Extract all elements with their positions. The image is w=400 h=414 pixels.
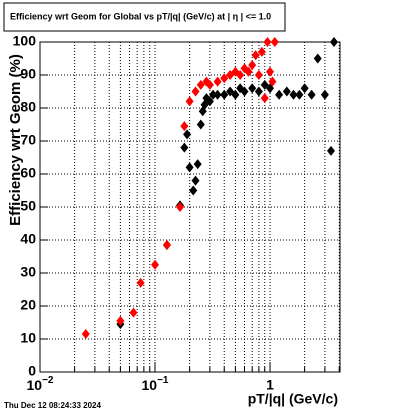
y-tick-label: 20 <box>20 297 36 313</box>
data-point <box>209 89 218 100</box>
y-tick-label: 50 <box>20 198 36 214</box>
data-point <box>136 277 145 288</box>
data-point <box>240 86 249 97</box>
data-point <box>220 89 229 100</box>
y-axis-label: Efficiency wrt Geom (%) <box>7 54 24 226</box>
data-point <box>295 89 304 100</box>
data-point <box>185 162 194 173</box>
data-point <box>162 239 171 250</box>
data-point <box>220 73 229 84</box>
data-point <box>254 86 263 97</box>
data-point <box>244 66 253 77</box>
data-point <box>196 119 205 130</box>
data-point <box>257 46 266 57</box>
data-point <box>248 83 257 94</box>
data-point <box>275 89 284 100</box>
data-point <box>300 83 309 94</box>
data-point <box>185 96 194 107</box>
data-point <box>307 89 316 100</box>
y-tick-label: 30 <box>20 264 36 280</box>
data-point <box>196 79 205 90</box>
data-point <box>180 121 189 132</box>
y-tick-label: 100 <box>13 33 37 49</box>
data-point <box>282 86 291 97</box>
data-point <box>180 142 189 153</box>
y-tick-label: 40 <box>20 231 36 247</box>
data-point <box>251 50 260 61</box>
y-tick-label: 0 <box>28 363 36 379</box>
x-tick-label: 1 <box>266 377 274 393</box>
data-point <box>189 185 198 196</box>
data-point <box>268 76 277 87</box>
data-point <box>183 129 192 140</box>
x-axis-label: pT/|q| (GeV/c) <box>248 391 338 407</box>
data-point <box>213 89 222 100</box>
data-point <box>326 145 335 156</box>
y-tick-label: 90 <box>20 66 36 82</box>
data-point <box>116 315 125 326</box>
data-point <box>320 89 329 100</box>
data-point <box>81 329 90 340</box>
x-tick-label: 10−1 <box>142 375 169 393</box>
data-point <box>329 37 338 47</box>
chart-title: Efficiency wrt Geom for Global vs pT/|q|… <box>10 11 271 21</box>
data-point <box>313 53 322 64</box>
data-point <box>193 159 202 170</box>
plot-frame <box>39 41 341 373</box>
data-point <box>289 89 298 100</box>
data-point <box>248 60 257 71</box>
y-tick-label: 80 <box>20 99 36 115</box>
data-point <box>231 89 240 100</box>
data-point <box>191 175 200 186</box>
data-point <box>266 66 275 77</box>
y-tick-label: 70 <box>20 132 36 148</box>
data-point <box>260 93 269 104</box>
data-point <box>263 37 272 47</box>
data-point <box>205 96 214 107</box>
data-point <box>191 86 200 97</box>
data-point <box>270 37 279 47</box>
y-tick-label: 10 <box>20 330 36 346</box>
x-tick-label: 10−2 <box>27 375 54 393</box>
title-box <box>3 2 286 32</box>
footer: Thu Dec 12 08:24:33 2024 <box>4 401 101 410</box>
data-point <box>176 202 185 212</box>
data-point <box>129 307 138 318</box>
data-point <box>254 70 263 80</box>
data-point <box>236 70 245 80</box>
data-point <box>205 79 214 90</box>
y-tick-label: 60 <box>20 165 36 181</box>
data-point <box>151 259 160 270</box>
data-point <box>213 76 222 87</box>
